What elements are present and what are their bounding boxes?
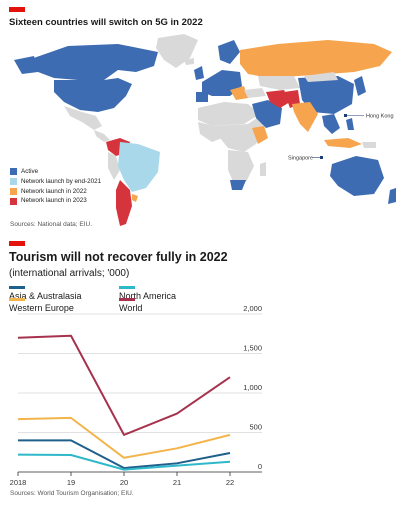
new-zealand bbox=[388, 188, 396, 204]
legend-line bbox=[119, 286, 135, 289]
x-tick-label: 19 bbox=[67, 478, 75, 487]
legend-label: Network launch in 2022 bbox=[21, 187, 87, 195]
legend-north-america: North America bbox=[119, 286, 176, 301]
hong-kong-label: Hong Kong bbox=[366, 114, 394, 120]
canada bbox=[28, 44, 158, 80]
series-line bbox=[17, 416, 231, 459]
chart-subtitle: (international arrivals; '000) bbox=[9, 268, 130, 279]
singapore-label: Singapore bbox=[288, 156, 313, 162]
legend-label: Active bbox=[21, 168, 39, 175]
china bbox=[298, 76, 354, 114]
uk-ireland bbox=[194, 66, 204, 80]
world-map: Hong Kong Singapore bbox=[14, 34, 396, 226]
y-tick-label: 2,000 bbox=[243, 304, 262, 313]
central-america bbox=[94, 130, 110, 142]
legend-swatch bbox=[10, 168, 17, 176]
x-tick-label: 22 bbox=[226, 478, 234, 487]
tourism-line-chart: 0 500 1,000 1,500 2,000 2018 19 20 21 22 bbox=[10, 304, 262, 487]
balkans bbox=[230, 86, 248, 100]
iceland bbox=[184, 58, 194, 65]
legend-item-active: Active bbox=[10, 167, 101, 177]
south-africa bbox=[230, 180, 246, 190]
legend-item-2021: Network launch by end-2021 bbox=[10, 177, 101, 187]
iran bbox=[266, 90, 290, 108]
scandinavia bbox=[218, 40, 240, 64]
map-title: Sixteen countries will switch on 5G in 2… bbox=[9, 17, 203, 28]
x-tick-label: 20 bbox=[120, 478, 128, 487]
southern-africa bbox=[228, 150, 254, 184]
legend-label: World bbox=[119, 303, 143, 313]
legend-label: North America bbox=[119, 291, 177, 301]
alaska bbox=[14, 56, 38, 74]
legend-label: Network launch by end-2021 bbox=[21, 177, 102, 185]
ethiopia-east bbox=[252, 126, 268, 144]
mexico bbox=[64, 106, 102, 130]
central-africa bbox=[214, 116, 264, 152]
legend-item-2022: Network launch in 2022 bbox=[10, 187, 101, 197]
legend-item-2023: Network launch in 2023 bbox=[10, 196, 101, 206]
russia bbox=[240, 40, 392, 78]
map-legend: Active Network launch by end-2021 Networ… bbox=[10, 167, 101, 206]
saudi-arabia bbox=[252, 100, 282, 128]
legend-western-europe: Western Europe bbox=[9, 298, 74, 313]
legend-label: Asia & Australasia bbox=[9, 291, 82, 301]
southeast-asia bbox=[322, 114, 340, 134]
madagascar bbox=[260, 162, 266, 176]
x-tick-label: 2018 bbox=[10, 478, 27, 487]
y-tick-label: 0 bbox=[258, 462, 262, 471]
australia bbox=[330, 156, 384, 196]
red-tag-top bbox=[9, 7, 25, 12]
pakistan bbox=[284, 90, 300, 108]
y-tick-label: 1,500 bbox=[243, 344, 262, 353]
series-line bbox=[17, 334, 231, 436]
kazakhstan-central bbox=[258, 76, 300, 90]
map-source: Sources: National data; EIU. bbox=[10, 221, 93, 228]
legend-label: Western Europe bbox=[9, 303, 74, 313]
legend-line bbox=[9, 298, 25, 301]
uruguay bbox=[132, 194, 138, 202]
legend-asia: Asia & Australasia bbox=[9, 286, 82, 301]
legend-line bbox=[9, 286, 25, 289]
argentina-chile bbox=[116, 180, 132, 226]
y-tick-label: 1,000 bbox=[243, 383, 262, 392]
legend-swatch bbox=[10, 178, 17, 186]
mongolia bbox=[304, 72, 338, 82]
red-tag-chart bbox=[9, 241, 25, 246]
x-tick-label: 21 bbox=[173, 478, 181, 487]
korea-japan bbox=[354, 76, 366, 96]
chart-source: Sources: World Tourism Organisation; EIU… bbox=[10, 490, 134, 497]
west-africa bbox=[198, 122, 222, 142]
india bbox=[292, 102, 318, 132]
north-africa bbox=[198, 102, 260, 126]
legend-swatch bbox=[10, 187, 17, 195]
legend-world: World bbox=[119, 298, 142, 313]
indonesia bbox=[324, 138, 362, 148]
philippines bbox=[346, 118, 354, 130]
chart-title: Tourism will not recover fully in 2022 bbox=[9, 250, 228, 264]
legend-label: Network launch in 2023 bbox=[21, 197, 87, 205]
turkey bbox=[244, 88, 266, 98]
series-line bbox=[17, 453, 231, 471]
iberia bbox=[196, 92, 208, 102]
usa bbox=[54, 78, 132, 112]
legend-swatch bbox=[10, 197, 17, 205]
singapore-marker bbox=[320, 156, 323, 159]
brazil bbox=[118, 142, 160, 192]
papua bbox=[362, 142, 376, 148]
hong-kong-marker bbox=[344, 114, 347, 117]
series-line bbox=[18, 439, 231, 470]
y-tick-label: 500 bbox=[249, 423, 262, 432]
legend-line bbox=[119, 298, 135, 301]
peru-ecuador bbox=[108, 152, 120, 180]
